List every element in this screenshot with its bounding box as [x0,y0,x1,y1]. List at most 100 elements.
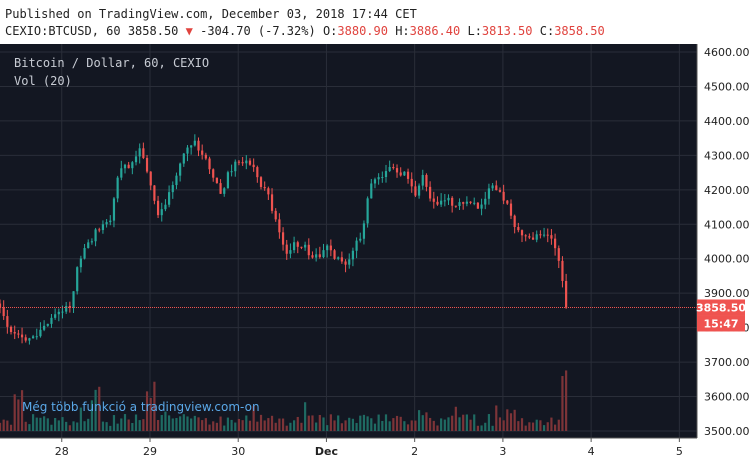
candle-body [491,185,494,189]
candle-body [410,178,413,187]
volume-bar [443,419,446,431]
candle-body [432,198,435,202]
volume-bar [417,410,421,431]
volume-bar [123,414,127,431]
candle-body [182,153,185,164]
volume-bar [0,422,2,431]
candle-body [362,223,366,239]
candle-body [223,188,226,194]
candle-body [329,245,332,251]
high-value: 3886.40 [409,24,461,38]
candle-body [289,250,292,254]
candle-body [384,171,388,177]
last-price-badge [697,299,745,316]
candle-body [542,234,546,236]
volume-bar [131,422,134,431]
volume-bar [524,425,527,431]
candles [0,134,697,345]
candle-body [524,235,527,237]
volume-bar [421,415,424,431]
volume-bar [153,381,156,431]
volume-bar [561,376,564,431]
candle-body [292,242,296,251]
volume-bar [274,422,277,431]
time-tick-label: 28 [55,445,69,458]
volume-bar [57,420,60,431]
volume-bar [406,424,410,431]
last-price-badge-text: 3858.50 [696,301,746,314]
volume-bar [520,418,524,431]
candle-body [241,162,244,164]
candle-body [28,338,31,341]
candle-body [473,202,476,204]
volume-bar [399,416,402,431]
countdown-badge [697,315,745,332]
low-label: L: [467,24,482,38]
volume-bar [307,415,310,431]
candle-body [469,201,472,203]
price-tick-label: 4400.00 [704,115,750,128]
candle-body [234,161,237,172]
candle-body [179,163,182,176]
volume-bar [300,422,303,431]
price-tick-label: 4600.00 [704,46,750,59]
candle-body [348,259,351,265]
candle-body [274,210,277,220]
volume-bar [156,420,160,431]
volume-bar [480,425,483,431]
candle-body [35,336,38,338]
price-tick-label: 4300.00 [704,149,750,162]
volume-bar [311,415,314,431]
candle-body [403,171,406,176]
candle-body [230,171,233,173]
candle-body [87,242,90,249]
volume-bar [39,417,42,431]
candle-body [355,240,358,251]
candle-body [171,185,174,193]
symbol-label: CEXIO:BTCUSD, 60 [5,24,121,38]
volume-bar [182,414,185,431]
candle-body [17,333,20,335]
volume-bar [318,414,321,431]
volume-bar [259,414,263,431]
volume-bar [528,422,531,431]
volume-bar [2,419,5,431]
candle-body [43,325,46,330]
volume-bar [234,422,237,431]
volume-bar [263,420,266,431]
candle-body [263,186,266,189]
volume-bar [509,413,513,431]
candle-body [120,168,123,178]
price-tick-label: 4100.00 [704,218,750,231]
candle-body [296,242,299,247]
candle-body [94,229,97,242]
volume-bar [98,386,101,431]
volume-bar [215,422,218,431]
candle-body [550,235,553,239]
volume-bar [326,425,329,431]
ohlc-row: CEXIO:BTCUSD, 60 3858.50 ▼ -304.70 (-7.3… [5,24,605,38]
candle-body [54,314,57,318]
chart-header: Published on TradingView.com, December 0… [0,0,752,44]
volume-bar [138,420,141,431]
volume-bar [304,402,307,431]
candle-body [326,245,329,251]
candle-body [495,185,498,191]
candle-body [2,307,5,317]
volume-bar [6,420,9,431]
high-label: H: [395,24,410,38]
candle-body [285,244,288,254]
candle-body [443,200,446,202]
candle-body [561,260,564,281]
volume-bar [432,420,435,431]
price-chart[interactable]: 3500.003600.003700.003800.003900.004000.… [0,44,752,468]
volume-bar [120,418,123,431]
tradingview-watermark[interactable]: Még több funkció a tradingview.com-on [22,400,260,414]
volume-bar [436,425,439,431]
volume-bar [517,421,520,431]
time-axis-area [0,438,697,468]
volume-bar [267,418,270,431]
volume-bar [46,418,49,431]
candle-body [484,198,487,205]
candle-body [381,176,384,178]
